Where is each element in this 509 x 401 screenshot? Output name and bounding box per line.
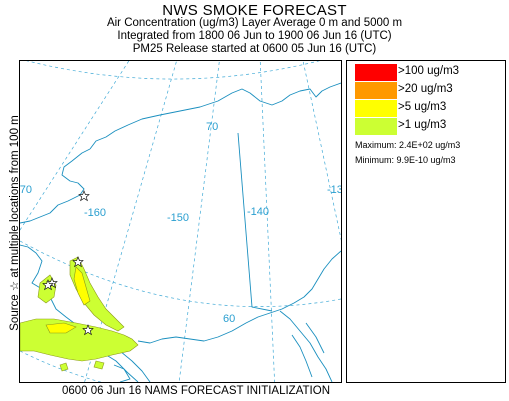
smoke-plume: [20, 256, 139, 372]
forecast-initialization: 0600 06 Jun 16 NAMS FORECAST INITIALIZAT…: [62, 385, 330, 397]
lon-140-label: -140: [247, 206, 269, 218]
lat-70-label: 70: [206, 121, 218, 133]
lon-130-label: -130: [327, 184, 341, 196]
meridian-170: [20, 61, 130, 231]
coastline: [20, 82, 341, 382]
meridian-150: [178, 61, 220, 382]
panhandle-islands: [291, 322, 325, 378]
concentration-description: Air Concentration (ug/m3) Layer Average …: [106, 17, 403, 29]
source-star-icon: [72, 256, 84, 268]
legend-swatch: [355, 82, 397, 99]
legend-swatch: [355, 64, 397, 81]
kodiak: [113, 364, 131, 382]
plume-core: [73, 266, 91, 306]
arctic-coast: [89, 82, 341, 150]
lat-60-label: 60: [223, 313, 235, 325]
lon-160-label: -160: [84, 207, 106, 219]
south-west-coast: [20, 244, 151, 382]
plume-west: [37, 274, 57, 304]
smoke-map: 70 60 -170 -160 -150 -140 -130: [19, 60, 342, 383]
integration-period: Integrated from 1800 06 Jun to 1900 06 J…: [117, 30, 392, 42]
forecast-title: NWS SMOKE FORECAST: [162, 2, 347, 19]
graticule-labels: 70 60 -170 -160 -150 -140 -130: [20, 121, 341, 325]
plume-north: [69, 256, 125, 332]
concentration-legend: >100 ug/m3 >20 ug/m3 >5 ug/m3 >1 ug/m3 M…: [346, 60, 506, 383]
west-coast: [20, 148, 91, 224]
map-canvas: 70 60 -170 -160 -150 -140 -130: [20, 61, 341, 382]
source-star-icon: [78, 190, 90, 202]
legend-label: >20 ug/m3: [398, 83, 453, 95]
panhandle: [279, 310, 333, 382]
parallel-70: [26, 61, 320, 80]
meridian-130: [302, 61, 341, 241]
source-star-icon: [82, 324, 94, 336]
plume-small-2: [59, 362, 69, 372]
source-markers: [42, 190, 94, 336]
plume-core-south: [45, 322, 77, 334]
plume-small-1: [93, 360, 105, 370]
gulf-coast: [137, 250, 341, 344]
legend-label: >100 ug/m3: [398, 65, 460, 77]
maximum-value: Maximum: 2.4E+02 ug/m3: [355, 140, 461, 150]
legend-swatch: [355, 100, 397, 117]
legend-swatch: [355, 118, 397, 135]
border: [237, 132, 273, 312]
minimum-value: Minimum: 9.9E-10 ug/m3: [355, 155, 456, 165]
legend-label: >5 ug/m3: [398, 101, 447, 113]
lon-150-label: -150: [167, 212, 189, 224]
meridian-140: [259, 61, 275, 382]
release-info: PM25 Release started at 0600 05 Jun 16 (…: [132, 43, 377, 55]
legend-label: >1 ug/m3: [398, 119, 447, 131]
source-star-icon: [42, 279, 54, 291]
lon-170-label: -170: [20, 184, 32, 196]
parallel-60: [20, 240, 341, 307]
